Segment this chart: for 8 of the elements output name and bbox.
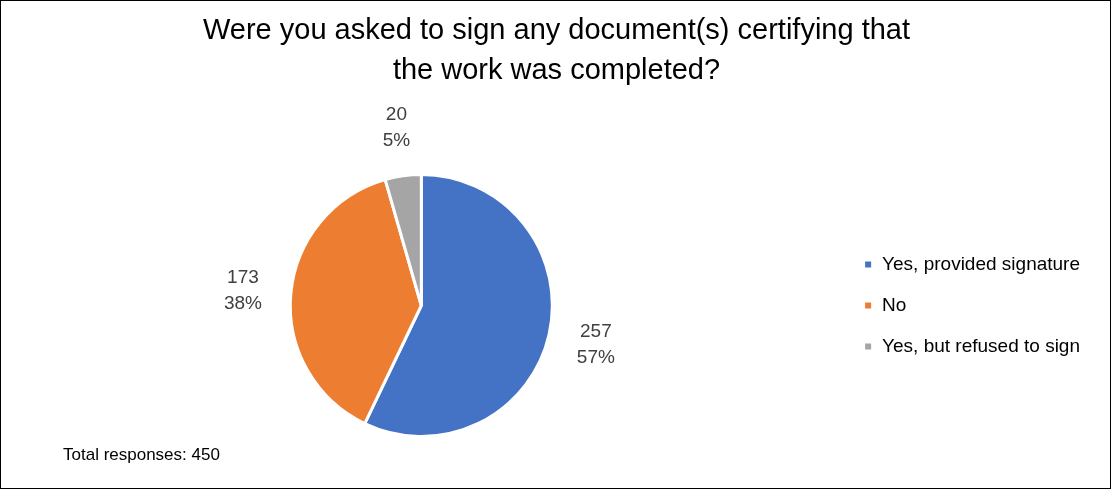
data-label: 20 5% <box>382 103 411 151</box>
data-label: 173 38% <box>223 265 263 313</box>
legend-label: Yes, but refused to sign <box>882 334 1081 356</box>
text: Total responses: 450 <box>63 445 220 465</box>
chart-title: Were you asked to sign any document(s) certifying that the work was completed? <box>201 12 912 87</box>
legend-label: No <box>882 293 907 315</box>
data-label: 257 57% <box>576 320 615 368</box>
legend-label: Yes, provided signature <box>882 252 1081 274</box>
